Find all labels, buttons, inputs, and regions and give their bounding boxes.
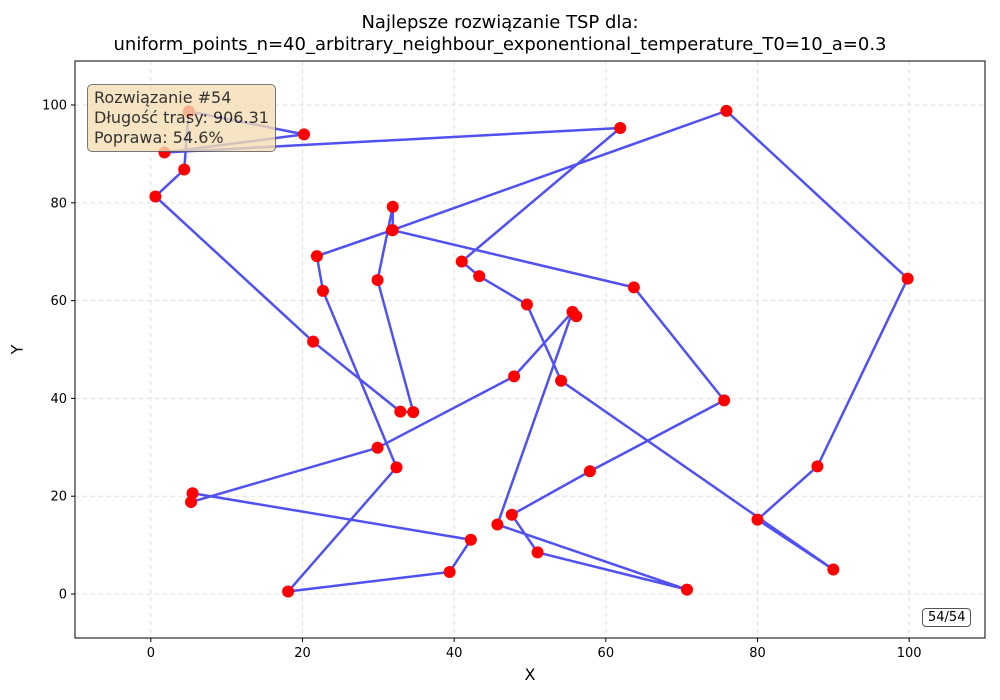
info-box: Rozwiązanie #54 Długość trasy: 906.31 Po… [87,84,276,152]
city-point [570,310,583,323]
route-length: Długość trasy: 906.31 [94,108,269,127]
chart-title-line1: Najlepsze rozwiązanie TSP dla: [361,12,639,33]
chart-title-line2: uniform_points_n=40_arbitrary_neighbour_… [113,34,887,55]
city-point [614,121,627,134]
city-point [583,465,596,478]
y-tick-label: 100 [42,99,67,114]
improvement: Poprawa: 54.6% [94,128,224,147]
y-tick-label: 20 [50,490,67,505]
city-point [508,370,521,383]
city-point [407,406,420,419]
x-tick-label: 40 [446,646,463,661]
city-point [371,441,384,454]
city-point [718,394,731,407]
city-point [282,585,295,598]
city-point [720,104,733,117]
city-point [185,496,198,509]
city-point [520,298,533,311]
plot-frame [74,60,986,639]
x-tick-label: 60 [598,646,615,661]
city-point [680,583,693,596]
city-point [827,563,840,576]
city-point [505,508,518,521]
city-point [310,250,323,263]
x-tick-label: 20 [294,646,311,661]
city-point [473,270,486,283]
city-point [555,374,568,387]
solution-number: Rozwiązanie #54 [94,88,232,107]
city-point [371,274,384,287]
route-line [154,109,909,593]
city-point [386,200,399,213]
city-point [455,255,468,268]
city-point [307,335,320,348]
y-tick-label: 60 [50,294,67,309]
city-point [443,565,456,578]
x-tick-label: 100 [897,646,922,661]
city-point [531,546,544,559]
city-point [901,272,914,285]
y-tick-label: 40 [50,392,67,407]
y-tick-label: 80 [50,196,67,211]
x-axis-label: X [524,665,536,684]
city-point [811,460,824,473]
city-point [149,190,162,203]
city-point [390,461,403,474]
city-point [316,284,329,297]
city-point [464,533,477,546]
city-point [491,518,504,531]
city-point [394,405,407,418]
city-point [298,128,311,141]
city-point [627,281,640,294]
city-point [178,163,191,176]
y-axis-label: Y [7,344,27,355]
frame-counter: 54/54 [922,608,972,627]
y-tick-label: 0 [59,587,67,602]
city-point [386,224,399,237]
city-point [751,513,764,526]
x-tick-label: 80 [749,646,766,661]
x-tick-label: 0 [147,646,155,661]
